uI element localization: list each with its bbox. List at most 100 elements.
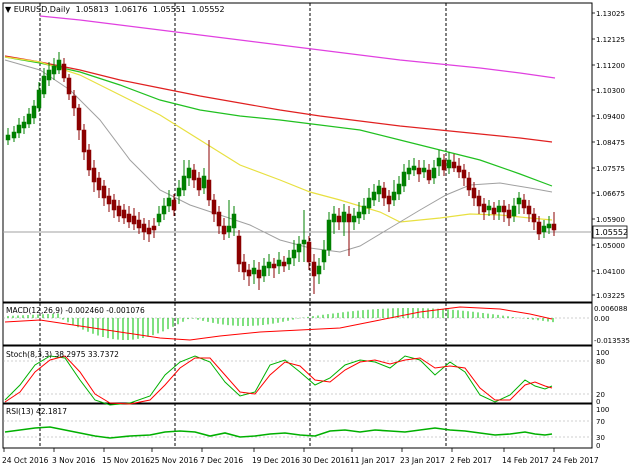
price-tick-label: 1.10300	[596, 87, 625, 95]
price-tick-label: 1.07575	[596, 165, 625, 173]
rsi-panel	[2, 403, 593, 449]
candle-body	[301, 239, 307, 245]
candle-body	[341, 211, 347, 223]
candle-body	[56, 59, 62, 71]
candle-body	[36, 89, 42, 109]
stoch-signal-line	[4, 355, 553, 405]
candle-body	[51, 65, 57, 75]
candle-body	[76, 107, 82, 131]
candle-body	[246, 269, 252, 277]
candle-body	[441, 159, 447, 171]
rsi-tick-0: 0	[596, 442, 600, 450]
candle-body	[61, 63, 67, 79]
candle-body	[156, 213, 162, 223]
time-tick-label: 25 Nov 2016	[150, 456, 198, 465]
candles	[5, 52, 557, 294]
time-tick-label: 11 Jan 2017	[350, 456, 395, 465]
price-panel	[2, 2, 593, 303]
stoch-tick-100: 100	[596, 349, 609, 357]
price-tick-label: 1.04100	[596, 268, 625, 276]
time-tick-label: 14 Feb 2017	[502, 456, 549, 465]
candle-body	[181, 175, 187, 191]
time-tick-label: 3 Nov 2016	[52, 456, 95, 465]
stoch-tick-80: 80	[596, 358, 605, 366]
candle-body	[111, 199, 117, 211]
price-tick-label: 1.06675	[596, 190, 625, 198]
candle-body	[196, 177, 202, 191]
price-tick-label: 1.11200	[596, 62, 625, 70]
candle-body	[361, 205, 367, 215]
candle-body	[381, 187, 387, 199]
time-tick-label: 7 Dec 2016	[200, 456, 243, 465]
candle-body	[491, 207, 497, 215]
candle-body	[501, 205, 507, 213]
candle-body	[206, 179, 212, 201]
candle-body	[466, 177, 472, 191]
price-tick-label: 1.03225	[596, 292, 625, 300]
candle-body	[231, 213, 237, 229]
candle-body	[531, 213, 537, 223]
candle-body	[451, 161, 457, 169]
stoch-title: Stoch(8,3,3) 38.2975 33.7372	[6, 350, 119, 359]
candle-body	[291, 249, 297, 259]
candle-body	[236, 235, 242, 265]
candle-body	[41, 75, 47, 95]
price-axis: 1.13025 1.12125 1.11200 1.10300 1.09400 1.084…	[592, 10, 625, 300]
stoch-tick-20: 20	[596, 391, 605, 399]
candle-body	[506, 209, 512, 219]
candle-body	[306, 241, 312, 263]
stoch-tick-0: 0	[596, 398, 600, 406]
price-tick-label: 1.05000	[596, 242, 625, 250]
candle-body	[121, 209, 127, 219]
candle-body	[211, 199, 217, 215]
candle-body	[186, 167, 192, 179]
candle-body	[16, 124, 22, 134]
candle-body	[471, 187, 477, 199]
candle-body	[46, 69, 52, 81]
time-tick-label: 24 Oct 2016	[2, 456, 49, 465]
candle-body	[131, 215, 137, 225]
candle-body	[426, 169, 432, 181]
candle-body	[66, 77, 72, 95]
candle-body	[446, 159, 452, 169]
header-arrow-icon: ▼	[5, 5, 12, 14]
time-tick-label: 19 Dec 2016	[252, 456, 300, 465]
candle-body	[311, 261, 317, 277]
ma-yellow-line	[4, 56, 553, 223]
stoch-main-line	[4, 355, 553, 406]
candle-body	[331, 213, 337, 223]
candle-body	[356, 211, 362, 219]
macd-signal-line	[4, 306, 553, 341]
time-tick-label: 15 Nov 2016	[102, 456, 150, 465]
candle-body	[96, 177, 102, 191]
candle-body	[456, 165, 462, 173]
candle-body	[521, 199, 527, 209]
candle-body	[116, 205, 122, 217]
price-tick-label: 1.09400	[596, 113, 625, 121]
candle-body	[161, 205, 167, 215]
ma-green-line	[4, 56, 553, 187]
candle-body	[126, 213, 132, 223]
candle-body	[416, 167, 422, 175]
candle-body	[256, 269, 262, 279]
candle-body	[271, 263, 277, 269]
time-tick-label: 23 Jan 2017	[400, 456, 445, 465]
candle-body	[336, 215, 342, 223]
candle-body	[71, 95, 77, 109]
candle-body	[541, 225, 547, 233]
candle-body	[251, 267, 257, 275]
candle-body	[391, 191, 397, 201]
candle-body	[26, 113, 32, 125]
time-tick-label: 2 Feb 2017	[450, 456, 492, 465]
chart-header: ▼ EURUSD,Daily 1.05813 1.06176 1.05551 1…	[5, 5, 225, 14]
time-tick-label: 30 Dec 2016	[302, 456, 350, 465]
current-price-box	[592, 225, 628, 239]
candle-body	[216, 211, 222, 227]
header-high: 1.06176	[114, 5, 147, 14]
candle-body	[401, 171, 407, 187]
ma-magenta-line	[39, 15, 556, 79]
candle-body	[321, 249, 327, 263]
candle-body	[226, 225, 232, 233]
